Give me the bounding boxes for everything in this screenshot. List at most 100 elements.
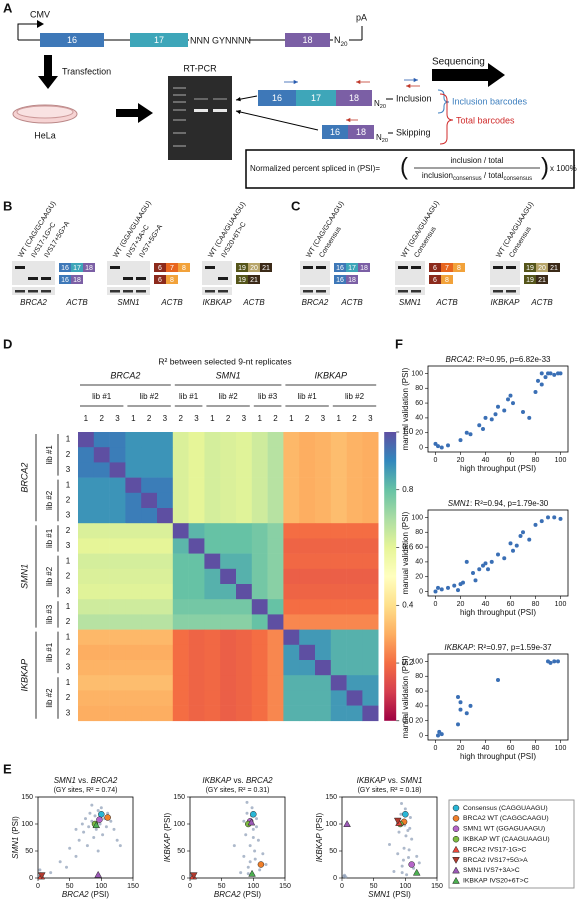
heatmap-cell bbox=[362, 705, 379, 722]
heatmap-cell bbox=[93, 492, 110, 509]
heatmap-cell bbox=[315, 568, 332, 585]
arrow bbox=[235, 110, 319, 131]
gel-band bbox=[218, 290, 228, 293]
gel-band bbox=[136, 277, 146, 280]
exon bbox=[154, 263, 166, 272]
heatmap-cell bbox=[236, 508, 253, 524]
control-label: ACTB bbox=[340, 298, 363, 307]
row-rep-label: 2 bbox=[66, 496, 71, 505]
heatmap-cell bbox=[330, 705, 347, 722]
point bbox=[477, 423, 482, 428]
exon bbox=[285, 33, 330, 47]
y-axis-label-part: (PSI) bbox=[11, 816, 20, 837]
heatmap-cell bbox=[78, 675, 95, 691]
heatmap-cell bbox=[157, 508, 174, 524]
col-rep-label: 1 bbox=[84, 414, 89, 423]
x-tick-label: 100 bbox=[555, 601, 567, 608]
heatmap-cell bbox=[78, 644, 95, 661]
heatmap-cell bbox=[362, 553, 379, 570]
x-tick-label: 80 bbox=[532, 745, 540, 752]
exon bbox=[524, 275, 536, 284]
gel-band bbox=[213, 98, 227, 100]
heatmap-cell bbox=[141, 675, 158, 691]
highlight-point bbox=[104, 814, 111, 821]
legend-marker bbox=[452, 845, 460, 853]
point bbox=[533, 522, 538, 527]
point bbox=[446, 443, 450, 448]
heatmap-cell bbox=[78, 553, 95, 570]
point bbox=[473, 578, 478, 583]
gel-band bbox=[506, 290, 516, 293]
exon bbox=[322, 125, 348, 139]
exon-label: 21 bbox=[538, 277, 546, 284]
point bbox=[405, 873, 409, 877]
point bbox=[521, 409, 525, 414]
point bbox=[489, 559, 494, 564]
exon bbox=[429, 263, 441, 272]
col-rep-label: 2 bbox=[305, 414, 310, 423]
legend-marker bbox=[452, 815, 460, 822]
heatmap-cell bbox=[125, 584, 142, 600]
point bbox=[539, 382, 544, 387]
heatmap-cell bbox=[204, 644, 221, 661]
heatmap-cell bbox=[125, 508, 142, 524]
gel-band bbox=[316, 266, 326, 269]
chart-title-part: IKBKAP bbox=[357, 776, 387, 785]
point bbox=[245, 800, 249, 804]
chart-title: SMN1 vs. BRCA2 bbox=[54, 776, 118, 785]
row-rep-label: 3 bbox=[66, 465, 71, 474]
exon-label: 6 bbox=[433, 277, 437, 284]
chart-title: IKBKAP: R²=0.97, p=1.59e-37 bbox=[444, 643, 552, 652]
point bbox=[548, 371, 553, 376]
heatmap-cell bbox=[362, 447, 379, 463]
exon-label: 21 bbox=[250, 277, 258, 284]
polya: pA bbox=[356, 12, 367, 22]
point bbox=[396, 852, 400, 856]
x-tick-label: 40 bbox=[482, 601, 490, 608]
heatmap-cell bbox=[330, 492, 347, 509]
point bbox=[256, 838, 260, 842]
point bbox=[486, 567, 490, 572]
heatmap-cell bbox=[267, 675, 284, 691]
heatmap-cell bbox=[204, 584, 221, 600]
heatmap-cell bbox=[188, 462, 205, 478]
highlight-point bbox=[402, 811, 409, 818]
heatmap-cell bbox=[93, 538, 110, 554]
y-tick-label: 80 bbox=[415, 385, 423, 392]
exon-label: 18 bbox=[302, 35, 312, 45]
col-rep-label: 1 bbox=[131, 414, 136, 423]
point bbox=[408, 816, 412, 820]
colorbar-tick-label: 0.2 bbox=[402, 658, 414, 667]
heatmap-cell bbox=[315, 660, 332, 676]
legend-marker bbox=[452, 804, 460, 812]
y-tick-label: 50 bbox=[177, 848, 185, 855]
heatmap-cell bbox=[141, 614, 158, 630]
heatmap-cell bbox=[267, 644, 284, 661]
heatmap-cell bbox=[125, 432, 142, 448]
heatmap-cell bbox=[141, 599, 158, 615]
exon bbox=[441, 263, 453, 272]
heatmap-cell bbox=[125, 568, 142, 585]
row-lib-label: lib #1 bbox=[45, 528, 54, 548]
col-lib-label: lib #2 bbox=[345, 392, 365, 401]
gel-band bbox=[398, 290, 408, 293]
heatmap-cell bbox=[109, 614, 126, 630]
exon bbox=[346, 275, 358, 284]
point bbox=[251, 836, 255, 839]
heatmap-cell bbox=[346, 675, 363, 691]
col-rep-label: 3 bbox=[242, 414, 247, 423]
heatmap-cell bbox=[220, 462, 237, 478]
gene-label: BRCA2 bbox=[20, 298, 47, 307]
row-rep-label: 1 bbox=[66, 480, 71, 489]
heatmap-cell bbox=[236, 462, 253, 478]
exon-label: 8 bbox=[182, 265, 186, 272]
sequencing-arrow bbox=[432, 63, 505, 87]
heatmap-cell bbox=[283, 523, 300, 539]
point bbox=[456, 695, 460, 699]
heatmap-cell bbox=[109, 508, 126, 524]
point bbox=[85, 844, 89, 848]
heatmap-cell bbox=[93, 629, 110, 646]
heatmap-cell bbox=[172, 523, 189, 539]
heatmap-cell bbox=[362, 492, 379, 509]
row-rep-label: 1 bbox=[66, 435, 71, 444]
